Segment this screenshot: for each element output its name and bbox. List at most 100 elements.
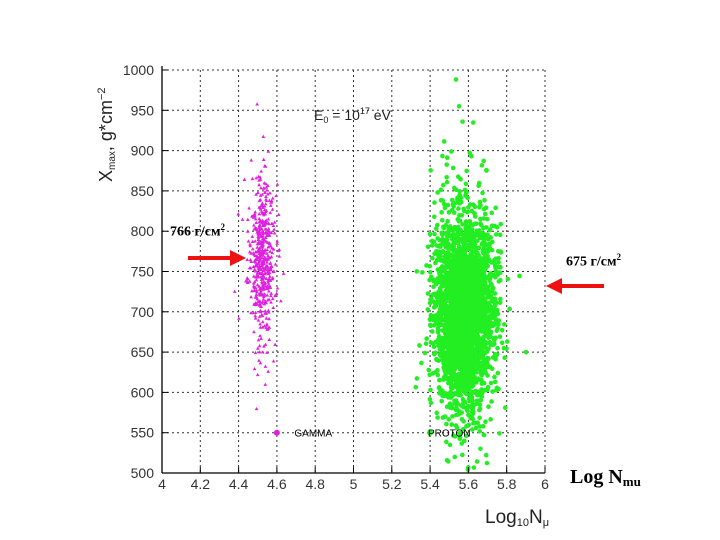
data-point — [261, 157, 266, 161]
data-point — [437, 242, 443, 248]
data-point — [454, 226, 460, 232]
data-point — [468, 251, 474, 257]
data-point — [264, 198, 269, 203]
data-point — [256, 299, 260, 303]
data-point — [250, 247, 255, 251]
x-tick-label: 6 — [541, 476, 549, 492]
data-point — [493, 387, 499, 393]
data-point — [461, 297, 466, 303]
data-point — [455, 230, 460, 235]
data-point — [430, 255, 435, 261]
data-point — [459, 288, 464, 293]
data-point — [449, 197, 455, 203]
data-point — [489, 260, 494, 265]
data-point — [258, 265, 262, 269]
data-point — [461, 327, 467, 332]
data-point — [264, 300, 269, 305]
data-point — [440, 341, 446, 346]
data-point — [450, 293, 455, 298]
data-point — [258, 193, 263, 197]
data-point — [439, 398, 444, 404]
data-point — [450, 236, 455, 242]
data-point — [451, 310, 457, 316]
data-point — [467, 331, 473, 337]
data-point — [257, 223, 262, 228]
data-point — [453, 236, 459, 242]
data-point — [497, 431, 502, 436]
data-point — [427, 277, 432, 283]
data-point — [465, 270, 471, 276]
data-point — [275, 239, 280, 243]
data-point — [465, 352, 471, 358]
data-point — [470, 309, 476, 315]
data-point — [253, 313, 258, 318]
data-point — [244, 279, 248, 283]
data-point — [497, 300, 503, 305]
data-point — [439, 388, 445, 393]
data-point — [247, 266, 252, 270]
data-point — [268, 284, 272, 288]
data-point — [253, 316, 258, 320]
data-point — [466, 321, 471, 327]
data-point — [260, 242, 265, 247]
data-point — [458, 252, 464, 258]
data-point — [257, 258, 262, 263]
data-point — [476, 245, 482, 251]
data-point — [260, 292, 264, 296]
y-tick-label: 700 — [131, 304, 155, 320]
data-point — [465, 195, 471, 201]
data-point — [484, 387, 490, 393]
data-point — [463, 238, 469, 243]
data-point — [470, 120, 476, 125]
data-point — [258, 177, 263, 181]
data-point — [502, 355, 508, 361]
data-point — [459, 416, 465, 422]
data-point — [492, 296, 498, 302]
data-point — [444, 174, 449, 180]
data-point — [457, 436, 463, 442]
data-point — [264, 185, 269, 189]
data-point — [440, 182, 446, 188]
data-point — [462, 249, 467, 255]
y-tick-label: 850 — [131, 183, 155, 199]
data-point — [257, 350, 262, 354]
data-point — [425, 244, 431, 250]
data-point — [249, 158, 254, 162]
data-point — [462, 283, 468, 289]
data-point — [462, 346, 468, 351]
data-point — [478, 397, 484, 403]
data-point — [445, 202, 451, 208]
data-point — [265, 327, 270, 331]
y-tick-label: 600 — [131, 384, 155, 400]
data-point — [262, 181, 267, 185]
data-point — [488, 417, 493, 422]
data-point — [491, 310, 497, 316]
data-point — [460, 308, 465, 313]
data-point — [477, 199, 483, 205]
data-point — [480, 300, 486, 306]
data-points — [232, 77, 529, 473]
data-point — [447, 442, 453, 448]
legend-marker-proton — [427, 429, 434, 436]
data-point — [257, 314, 262, 318]
data-point — [261, 220, 266, 224]
data-point — [441, 300, 447, 306]
data-point — [414, 269, 420, 274]
data-point — [439, 347, 445, 352]
data-point — [268, 249, 272, 253]
data-point — [265, 260, 269, 264]
data-point — [471, 255, 476, 260]
data-point — [478, 377, 484, 383]
data-point — [444, 179, 450, 185]
x-tick-label: 5.4 — [420, 476, 440, 492]
data-point — [517, 273, 522, 279]
x-tick-label: 5.6 — [459, 476, 479, 492]
data-point — [460, 237, 465, 243]
data-point — [265, 322, 269, 326]
data-point — [237, 316, 241, 320]
data-point — [260, 230, 264, 234]
data-point — [259, 186, 263, 190]
data-point — [484, 327, 490, 333]
data-point — [257, 284, 261, 288]
